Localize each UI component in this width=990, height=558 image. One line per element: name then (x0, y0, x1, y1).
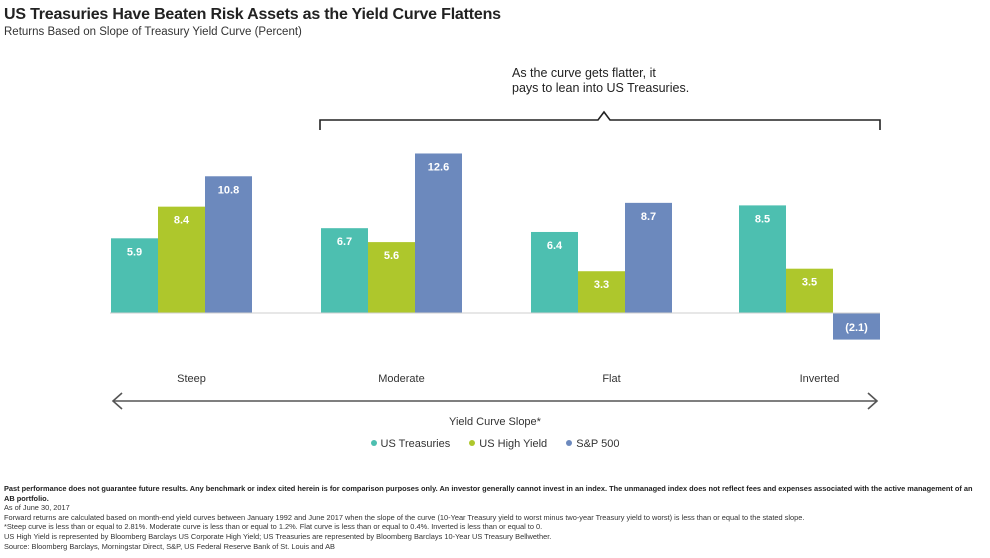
x-axis-arrow (111, 392, 879, 410)
bar-flat-us-high-yield (578, 271, 625, 313)
annotation-bracket (319, 110, 881, 130)
bar-value-label: 8.5 (755, 213, 770, 225)
bars-layer: 5.9 8.4 10.8 6.7 5.6 12.6 6.4 3.3 8.7 8.5 3.5 (2.1) (111, 153, 880, 340)
footnotes: Past performance does not guarantee futu… (4, 484, 984, 551)
disclaimer: Past performance does not guarantee futu… (4, 484, 973, 503)
bar-value-label: 6.4 (547, 240, 563, 252)
bar-value-label: 8.4 (174, 215, 190, 227)
bar-value-label: 8.7 (641, 211, 656, 223)
legend-label: US High Yield (479, 438, 548, 450)
footnote: US High Yield is represented by Bloomber… (4, 531, 552, 541)
bar-flat-s-p-500 (625, 202, 672, 313)
annotation-line-2: pays to lean into US Treasuries. (512, 81, 690, 95)
bar-value-label: 10.8 (218, 184, 239, 196)
legend-item-us-treasuries: US Treasuries (370, 438, 451, 450)
category-labels: Steep Moderate Flat Inverted (177, 373, 839, 385)
annotation-text: As the curve gets flatter, it pays to le… (512, 66, 689, 96)
bar-value-label: 5.6 (384, 250, 399, 262)
bar-steep-s-p-500 (205, 176, 252, 313)
chart-subtitle: Returns Based on Slope of Treasury Yield… (4, 26, 302, 38)
legend: US Treasuries US High Yield S&P 500 (0, 438, 990, 450)
bar-inverted-us-high-yield (786, 268, 833, 313)
chart-title: US Treasuries Have Beaten Risk Assets as… (4, 6, 501, 23)
category-label-moderate: Moderate (378, 373, 424, 385)
bar-inverted-s-p-500 (833, 313, 880, 340)
bar-value-label: (2.1) (845, 322, 868, 334)
legend-label: US Treasuries (380, 438, 451, 450)
bar-value-label: 3.5 (802, 277, 817, 289)
x-axis-label: Yield Curve Slope* (449, 416, 542, 428)
legend-item-us-high-yield: US High Yield (469, 438, 547, 450)
bar-steep-us-high-yield (158, 206, 205, 313)
bar-value-label: 12.6 (428, 161, 449, 173)
bar-inverted-us-treasuries (739, 205, 786, 313)
footnote: *Steep curve is less than or equal to 2.… (4, 522, 543, 532)
bar-flat-us-treasuries (531, 231, 578, 313)
legend-label: S&P 500 (576, 438, 620, 450)
legend-dot-icon (566, 440, 573, 447)
legend-item-sp500: S&P 500 (566, 438, 619, 450)
source-note: Source: Bloomberg Barclays, Morningstar … (4, 541, 335, 551)
category-label-steep: Steep (177, 373, 206, 385)
bar-steep-us-treasuries (111, 238, 158, 313)
bar-moderate-s-p-500 (415, 153, 462, 313)
legend-dot-icon (469, 440, 476, 447)
footnote: Forward returns are calculated based on … (4, 512, 805, 522)
bar-value-label: 6.7 (337, 236, 352, 248)
legend-dot-icon (370, 440, 377, 447)
bar-moderate-us-treasuries (321, 228, 368, 313)
bar-value-label: 3.3 (594, 279, 609, 291)
category-label-flat: Flat (602, 373, 620, 385)
bar-value-label: 5.9 (127, 246, 142, 258)
as-of-date: As of June 30, 2017 (4, 503, 70, 513)
bar-moderate-us-high-yield (368, 242, 415, 313)
bar-chart: 5.9 8.4 10.8 6.7 5.6 12.6 6.4 3.3 8.7 8.5 3.5 (2.1)… (110, 110, 881, 428)
category-label-inverted: Inverted (800, 373, 840, 385)
annotation-line-1: As the curve gets flatter, it (512, 66, 656, 80)
